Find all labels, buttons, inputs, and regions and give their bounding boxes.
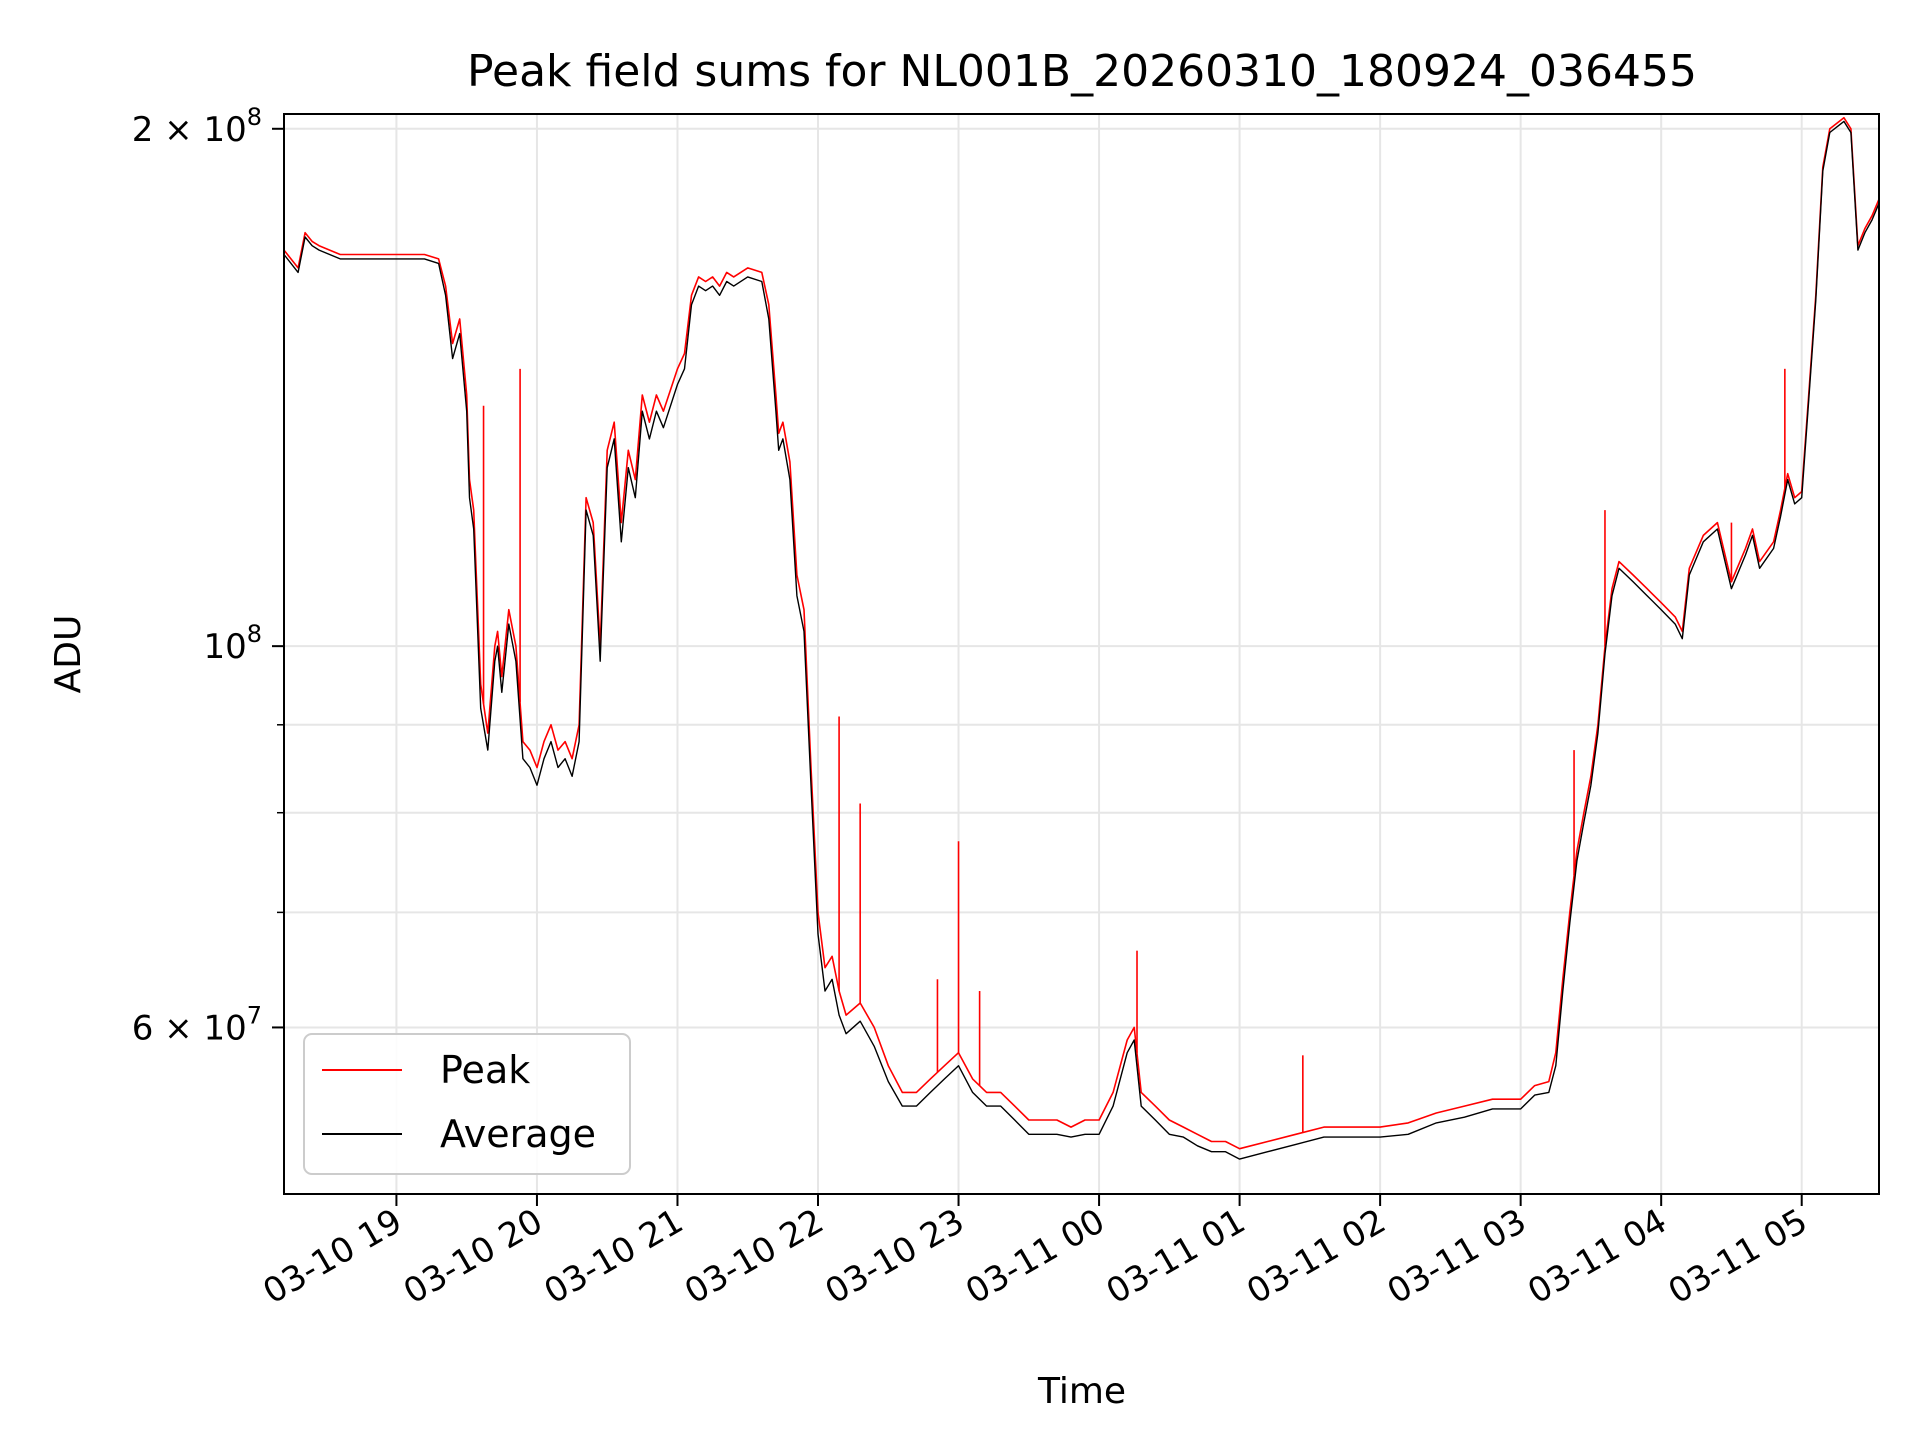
x-axis-label: Time [1037, 1371, 1126, 1412]
plot-frame [283, 113, 1880, 1195]
y-tick-label-base: 10 [203, 627, 246, 667]
y-tick-label-exponent: 8 [247, 103, 262, 131]
y-tick-label-base: 6 × 10 [132, 1008, 247, 1048]
series-average [283, 120, 1880, 1160]
series-layer [283, 116, 1880, 1160]
y-tick-label-exponent: 7 [247, 1001, 262, 1029]
series-line-peak [283, 116, 1880, 1150]
chart-title: Peak field sums for NL001B_20260310_1809… [467, 46, 1697, 97]
grid [284, 114, 1879, 1194]
series-peak [283, 116, 1880, 1150]
y-tick-label-exponent: 8 [247, 620, 262, 648]
y-tick-label: 6 × 107 [132, 1001, 262, 1048]
y-axis-label: ADU [48, 615, 89, 694]
legend: Peak Average [303, 1033, 631, 1175]
y-tick-label-base: 2 × 10 [132, 110, 247, 150]
legend-label-average: Average [440, 1112, 596, 1156]
series-line-average [283, 120, 1880, 1160]
y-tick-label: 108 [203, 620, 262, 667]
y-tick-label: 2 × 108 [132, 103, 262, 150]
legend-label-peak: Peak [440, 1048, 530, 1092]
